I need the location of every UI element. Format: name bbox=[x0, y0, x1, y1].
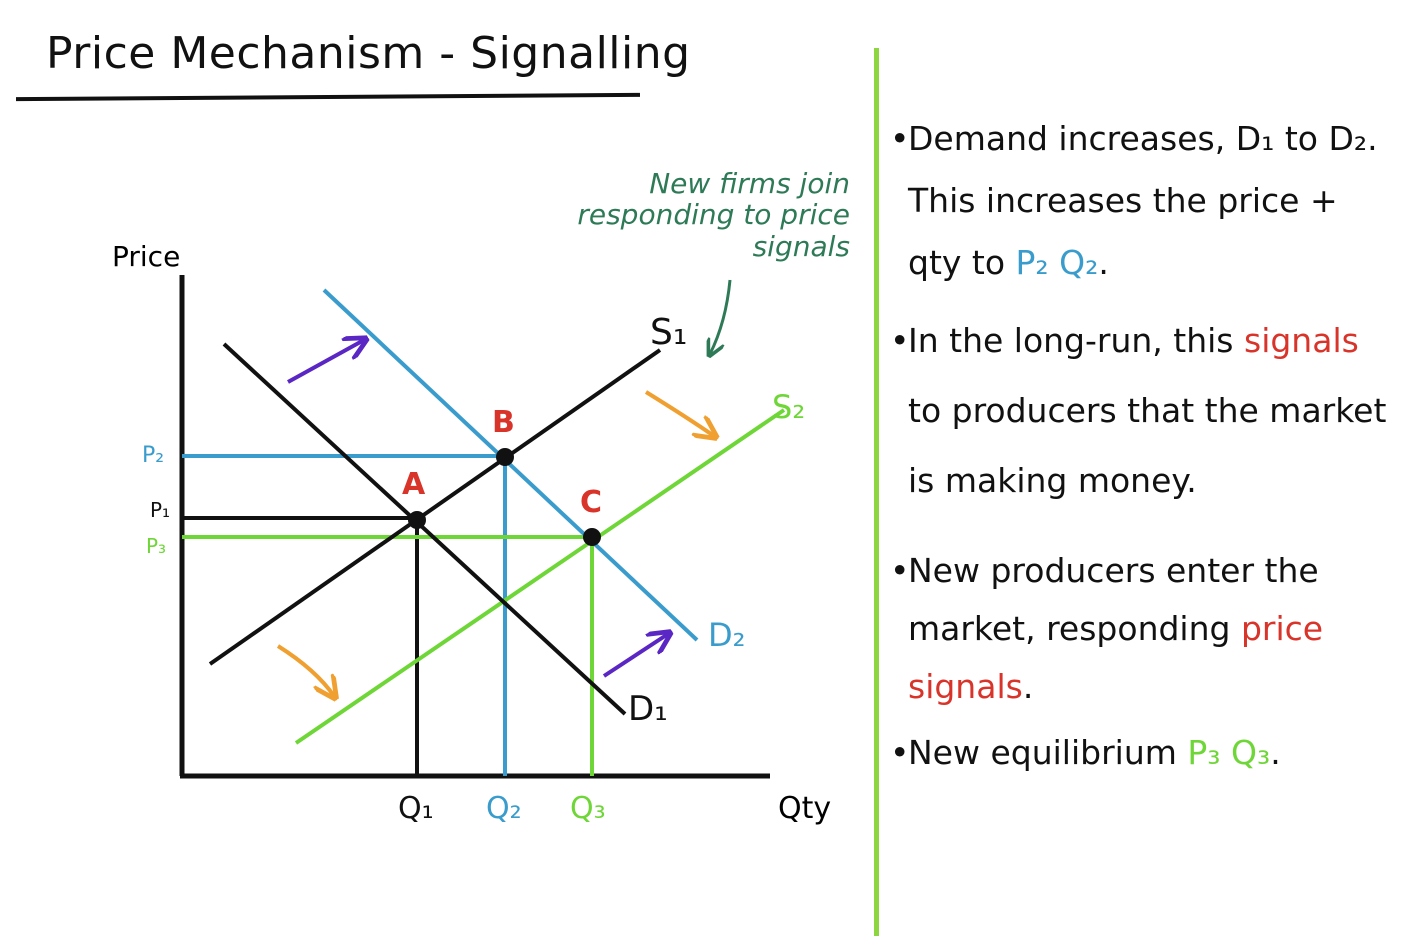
bullet-text: New producers enter the market, respondi… bbox=[908, 551, 1319, 648]
annotation-line-1: New firms join bbox=[649, 167, 850, 200]
demand-shift-arrow-icon bbox=[287, 340, 364, 384]
explanation-list: Demand increases, D₁ to D₂. This increas… bbox=[890, 108, 1400, 782]
bullet-new-producers: New producers enter the market, respondi… bbox=[890, 542, 1400, 716]
supply-demand-diagram: Price Qty S₁ S₂ D₁ D₂ A B C P₂ P₁ P₃ Q₁ … bbox=[112, 240, 831, 826]
q3-label: Q₃ bbox=[570, 791, 606, 826]
point-c-label: C bbox=[580, 485, 602, 520]
point-b-label: B bbox=[492, 405, 515, 440]
point-b-dot bbox=[496, 448, 514, 466]
x-axis-label: Qty bbox=[778, 791, 831, 826]
bullet-text-end: . bbox=[1270, 733, 1281, 772]
p2-label: P₂ bbox=[142, 443, 164, 468]
p1-label: P₁ bbox=[150, 498, 170, 522]
vertical-divider bbox=[874, 48, 879, 936]
bullet-new-equilibrium: New equilibrium P₃ Q₃. bbox=[890, 724, 1400, 782]
p2-q2-highlight: P₂ Q₂ bbox=[1015, 243, 1099, 282]
supply-shift-arrow-icon bbox=[276, 644, 334, 696]
price-signals-highlight: price signals bbox=[908, 609, 1324, 706]
bullet-text-end: . bbox=[1022, 667, 1034, 706]
annotation-pointer-arrow-icon bbox=[710, 279, 732, 354]
q2-label: Q₂ bbox=[486, 791, 522, 826]
page-title: Price Mechanism - Signalling bbox=[46, 28, 691, 79]
demand-curve-d1 bbox=[222, 342, 627, 716]
point-a-dot bbox=[408, 511, 426, 529]
bullet-text: New equilibrium bbox=[908, 733, 1188, 772]
demand-curve-d2 bbox=[322, 288, 699, 642]
bullet-text-end: to producers that the market is making m… bbox=[908, 391, 1387, 500]
bullet-text: Demand increases, D₁ to D₂. This increas… bbox=[908, 119, 1378, 282]
bullet-demand-increase: Demand increases, D₁ to D₂. This increas… bbox=[890, 108, 1400, 294]
d2-label: D₂ bbox=[708, 616, 745, 654]
new-firms-annotation: New firms join responding to price signa… bbox=[560, 168, 850, 262]
supply-curve-s2 bbox=[294, 408, 786, 745]
bullet-long-run-signal: In the long-run, this signals to produce… bbox=[890, 306, 1400, 516]
s2-label: S₂ bbox=[772, 388, 805, 426]
q1-label: Q₁ bbox=[398, 791, 434, 826]
supply-shift-arrow-icon bbox=[644, 390, 714, 436]
annotation-line-2: responding to price bbox=[577, 198, 850, 232]
supply-curve-s1 bbox=[208, 348, 662, 666]
signals-highlight: signals bbox=[1244, 321, 1359, 360]
demand-shift-arrow-icon bbox=[602, 634, 668, 678]
bullet-text: In the long-run, this bbox=[908, 321, 1244, 360]
point-a-label: A bbox=[402, 467, 426, 502]
s1-label: S₁ bbox=[650, 312, 687, 353]
annotation-line-3: signals bbox=[752, 229, 850, 263]
p3-q3-highlight: P₃ Q₃ bbox=[1187, 733, 1271, 772]
bullet-text-end: . bbox=[1098, 243, 1109, 282]
p3-label: P₃ bbox=[146, 534, 166, 558]
point-c-dot bbox=[583, 528, 601, 546]
d1-label: D₁ bbox=[628, 689, 668, 729]
y-axis-label: Price bbox=[112, 240, 180, 273]
